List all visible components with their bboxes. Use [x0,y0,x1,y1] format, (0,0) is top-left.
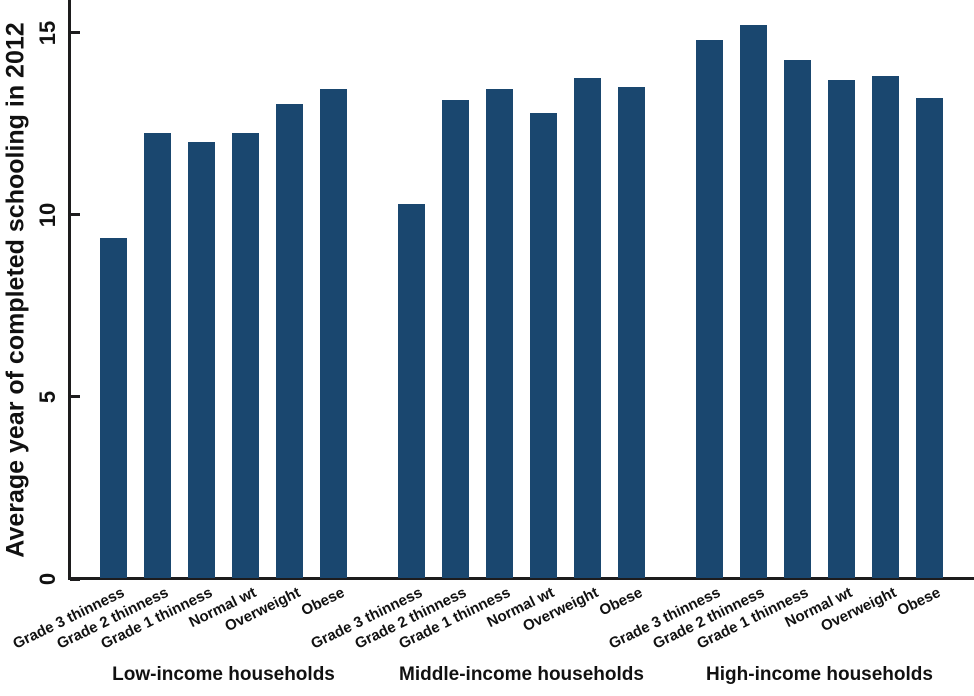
y-tick [70,213,80,217]
y-tick [70,577,80,581]
y-tick-label-text: 10 [35,202,60,228]
bar [740,25,767,578]
group-label-text: Low-income households [112,664,335,685]
category-label-text: Obese [894,584,943,620]
bar [574,78,601,578]
y-tick-label-text: 0 [35,572,60,586]
bar [486,89,513,578]
bar [276,103,303,578]
bar [696,39,723,578]
bar [188,141,215,578]
y-axis-line [68,0,71,580]
bar [320,89,347,578]
bar [530,112,557,578]
bar [618,87,645,578]
category-label-text: Obese [298,584,347,620]
y-tick [70,31,80,35]
y-tick-label-text: 15 [35,20,60,45]
bar [828,80,855,578]
y-axis-title-text: Average year of completed schooling in 2… [1,22,30,558]
bar [100,238,127,578]
bar [232,132,259,578]
bar [398,203,425,578]
y-tick-label-text: 5 [35,390,60,404]
bar [442,100,469,578]
group-label-text: High-income households [706,664,933,685]
y-tick [70,395,80,399]
bar [872,76,899,578]
group-label-text: Middle-income households [399,664,644,685]
category-label-text: Obese [596,584,645,620]
bar [144,132,171,578]
bar [916,98,943,578]
bar [784,60,811,578]
x-axis-line [68,577,974,580]
